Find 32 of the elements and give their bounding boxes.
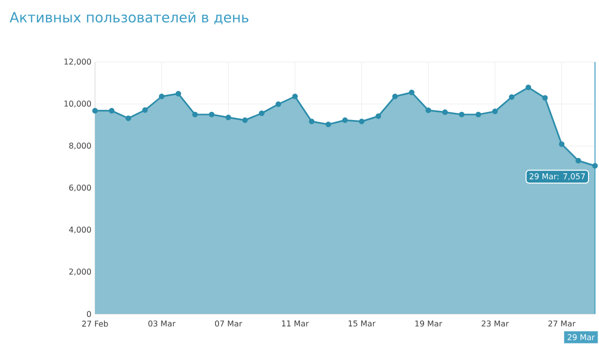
point <box>92 108 98 114</box>
point <box>176 90 182 96</box>
point <box>308 118 314 124</box>
chart-title: Активных пользователей в день <box>10 12 248 24</box>
point <box>242 117 248 123</box>
point <box>542 95 548 101</box>
point <box>458 112 464 118</box>
point <box>392 94 398 100</box>
point <box>158 94 164 100</box>
point <box>558 141 564 147</box>
point <box>108 108 114 114</box>
point <box>292 94 298 100</box>
point <box>276 101 282 107</box>
point <box>208 112 214 118</box>
point <box>192 112 198 118</box>
point <box>408 90 414 96</box>
point <box>442 109 448 115</box>
point <box>258 110 264 116</box>
point <box>526 84 532 90</box>
point <box>358 118 364 124</box>
point <box>126 115 132 122</box>
point <box>142 107 148 113</box>
point <box>576 158 582 164</box>
point <box>426 108 432 114</box>
point <box>492 108 498 114</box>
point <box>508 94 514 100</box>
point <box>376 113 382 119</box>
point <box>226 114 232 120</box>
point <box>326 122 332 128</box>
point <box>592 163 598 169</box>
point <box>476 112 482 118</box>
point <box>342 117 348 123</box>
